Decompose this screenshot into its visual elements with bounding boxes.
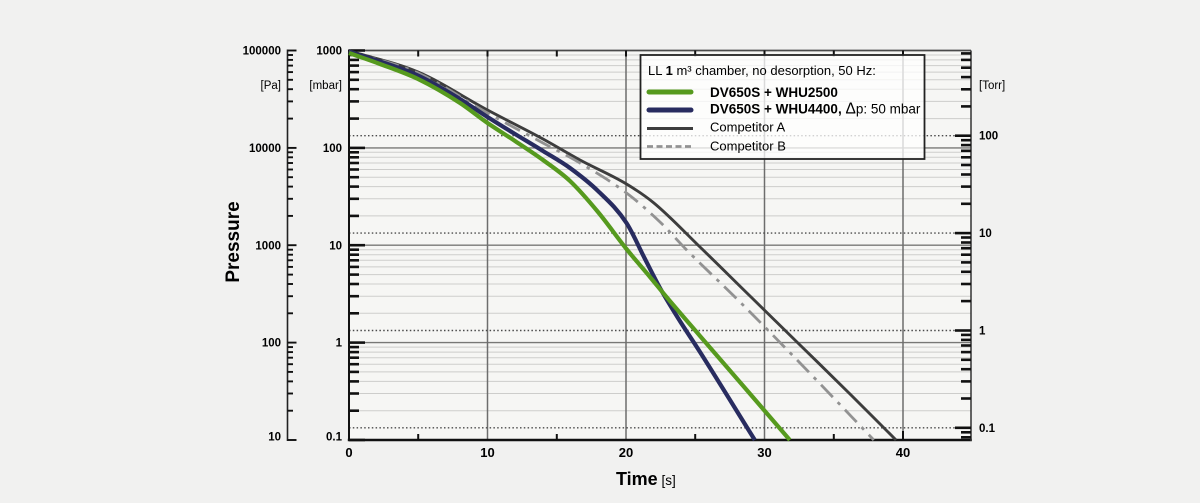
svg-text:LL 1 m³ chamber, no desorption: LL 1 m³ chamber, no desorption, 50 Hz: bbox=[648, 63, 876, 78]
svg-text:30: 30 bbox=[757, 445, 771, 460]
svg-text:1: 1 bbox=[336, 338, 343, 350]
svg-text:1000: 1000 bbox=[255, 240, 281, 252]
svg-text:[mbar]: [mbar] bbox=[309, 80, 342, 92]
svg-text:10: 10 bbox=[979, 228, 992, 240]
svg-text:[Torr]: [Torr] bbox=[979, 80, 1005, 92]
svg-text:10: 10 bbox=[329, 240, 342, 252]
svg-text:10: 10 bbox=[480, 445, 494, 460]
svg-text:100: 100 bbox=[323, 143, 342, 155]
svg-text:10: 10 bbox=[268, 432, 281, 444]
svg-text:Time [s]: Time [s] bbox=[616, 469, 676, 489]
svg-text:100: 100 bbox=[979, 131, 998, 143]
svg-text:Pressure: Pressure bbox=[223, 201, 244, 282]
svg-text:100: 100 bbox=[262, 338, 281, 350]
svg-text:0: 0 bbox=[345, 445, 352, 460]
svg-text:0.1: 0.1 bbox=[326, 432, 343, 444]
svg-text:20: 20 bbox=[619, 445, 633, 460]
svg-text:Competitor B: Competitor B bbox=[710, 139, 786, 154]
svg-text:DV650S + WHU4400, Δp: 50 mbar: DV650S + WHU4400, Δp: 50 mbar bbox=[710, 101, 921, 118]
svg-text:1000: 1000 bbox=[316, 46, 342, 58]
svg-text:10000: 10000 bbox=[249, 143, 281, 155]
svg-text:100000: 100000 bbox=[243, 46, 281, 58]
svg-text:0.1: 0.1 bbox=[979, 423, 996, 435]
svg-text:1: 1 bbox=[979, 325, 986, 337]
svg-text:[Pa]: [Pa] bbox=[261, 80, 281, 92]
svg-text:Competitor A: Competitor A bbox=[710, 120, 785, 135]
svg-text:40: 40 bbox=[896, 445, 910, 460]
svg-text:DV650S + WHU2500: DV650S + WHU2500 bbox=[710, 85, 838, 100]
